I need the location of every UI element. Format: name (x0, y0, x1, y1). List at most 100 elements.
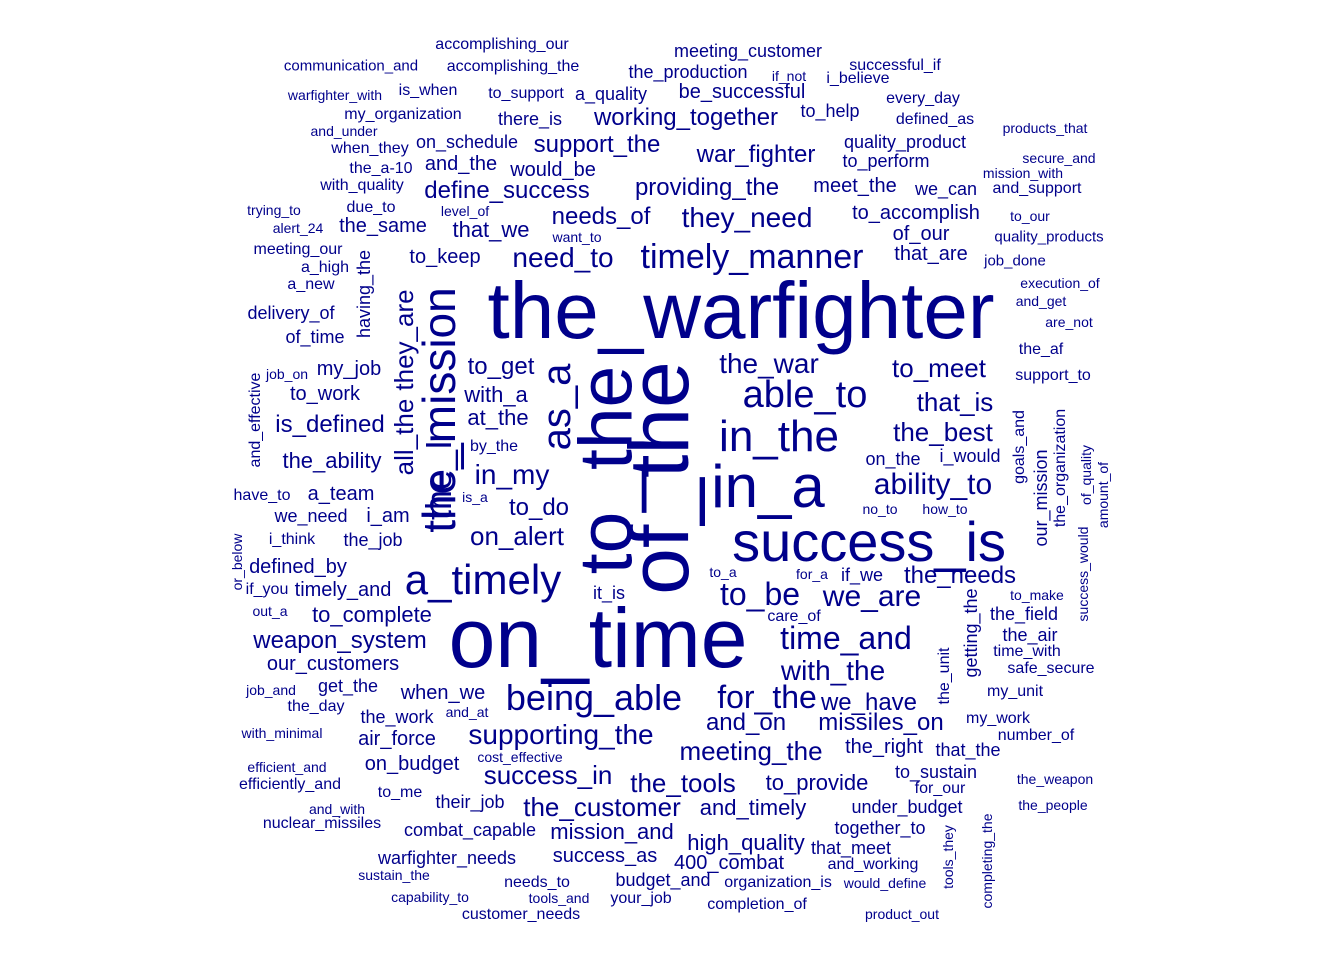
cloud-word: of_time (285, 327, 345, 347)
cloud-word: we_have (820, 689, 918, 716)
cloud-word: and_support (992, 180, 1082, 197)
cloud-word: i_think (268, 531, 316, 548)
cloud-word: job_on (265, 366, 309, 382)
cloud-word: successful_if (849, 57, 941, 74)
cloud-word: the_needs (903, 562, 1017, 589)
cloud-word: that_the (935, 740, 1001, 760)
cloud-word: that_are (894, 243, 968, 265)
cloud-word: i_am (366, 505, 410, 527)
cloud-word: meet_the (813, 175, 897, 197)
cloud-word: to_keep (409, 246, 481, 268)
cloud-word: with_quality (320, 177, 404, 194)
cloud-word: goals_and (1011, 410, 1028, 484)
cloud-word: together_to (834, 818, 926, 838)
cloud-word: that_meet (810, 838, 892, 858)
cloud-word: level_of (440, 203, 490, 219)
cloud-word: i_would (939, 446, 1001, 466)
cloud-word: job_and (246, 682, 296, 698)
cloud-word: meeting_the (679, 736, 823, 766)
cloud-word: to_get (467, 353, 535, 380)
cloud-word: need_to (512, 242, 614, 273)
cloud-word: missiles_on (818, 709, 944, 736)
cloud-word: the_right (845, 736, 923, 758)
cloud-word: timely_and (294, 579, 392, 601)
cloud-word: timely_manner (640, 238, 864, 276)
cloud-word: mission_and (550, 819, 674, 844)
cloud-word: they_are (389, 289, 419, 391)
cloud-word: in_my (474, 459, 550, 490)
cloud-word: the_production (628, 62, 748, 82)
cloud-word: we_can (914, 179, 978, 199)
cloud-word: warfighter_needs (377, 848, 517, 868)
cloud-word: and_get (1015, 293, 1067, 309)
cloud-word: budget_and (615, 870, 711, 890)
cloud-word: in_a (711, 453, 825, 520)
cloud-word: as_a (535, 363, 579, 451)
cloud-word: be_successful (678, 81, 806, 103)
cloud-word: and_with (308, 801, 366, 817)
cloud-word: defined_by (249, 556, 347, 578)
cloud-word: for_the (717, 679, 817, 715)
cloud-word: capability_to (391, 889, 469, 905)
cloud-word: products_that (1002, 120, 1088, 136)
cloud-word: providing_the (634, 174, 780, 201)
cloud-word: there_is (497, 109, 563, 129)
cloud-word: being_able (505, 677, 683, 718)
cloud-word: product_out (865, 906, 939, 922)
cloud-word: success_would (1075, 526, 1091, 622)
cloud-word: the_organization (1052, 408, 1069, 528)
cloud-word: all_the (389, 398, 419, 476)
cloud-word: at_the (467, 405, 529, 430)
cloud-word: success_as (552, 845, 658, 867)
cloud-word: on_alert (470, 521, 564, 551)
cloud-word: my_unit (986, 683, 1044, 700)
cloud-word: and_timely (699, 795, 807, 820)
cloud-word: trying_to (247, 202, 301, 218)
cloud-word: safe_secure (1007, 660, 1095, 677)
cloud-word: on_schedule (415, 132, 519, 152)
cloud-word: in_the (719, 412, 839, 461)
cloud-word: would_define (843, 875, 927, 891)
cloud-word: high_quality (687, 830, 805, 855)
cloud-word: tools_they (940, 825, 956, 889)
cloud-word: it_is (592, 583, 626, 603)
cloud-word: and_on (705, 709, 787, 736)
cloud-word: combat_capable (403, 820, 537, 840)
cloud-word: my_organization (344, 106, 462, 123)
cloud-word: warfighter_with (287, 87, 383, 103)
cloud-word: and_the (424, 153, 498, 175)
cloud-word: efficient_and (247, 759, 327, 775)
cloud-word: the_af (1018, 341, 1064, 358)
cloud-word: a_high (300, 259, 350, 276)
cloud-word: the_weapon (1016, 771, 1094, 787)
cloud-word: support_to (1015, 367, 1091, 384)
cloud-word: tools_and (528, 890, 590, 906)
cloud-word: with_a (464, 382, 528, 407)
cloud-word: for_our (914, 780, 966, 797)
cloud-word: delivery_of (247, 303, 335, 323)
cloud-word: the_day (287, 698, 345, 715)
cloud-word: to_make (1010, 587, 1064, 603)
cloud-word: the_field (989, 604, 1059, 624)
cloud-word: customer_needs (461, 906, 581, 923)
cloud-word: on_time (448, 591, 748, 685)
cloud-word: amount_of (1095, 461, 1111, 529)
cloud-word: with_minimal (241, 725, 323, 741)
cloud-word: if_we (840, 565, 884, 585)
cloud-word: the_customer (523, 792, 681, 822)
cloud-word: success_is (732, 510, 1006, 573)
cloud-word: our_mission (1031, 449, 1051, 547)
cloud-word: would_be (510, 159, 596, 181)
cloud-word: completing_the (979, 813, 995, 909)
cloud-word: they_need (681, 202, 813, 233)
cloud-word: the_a-10 (349, 160, 413, 177)
cloud-word: is_when (398, 82, 458, 99)
cloud-word: time_and (780, 620, 912, 656)
cloud-word: time_with (993, 643, 1061, 660)
cloud-word: define_success (424, 177, 590, 204)
cloud-word: meeting_customer (673, 41, 823, 61)
cloud-word: are_not (1045, 314, 1093, 330)
cloud-word: to_complete (312, 602, 432, 627)
cloud-word: needs_of (551, 203, 651, 230)
cloud-word: care_of (767, 608, 821, 625)
